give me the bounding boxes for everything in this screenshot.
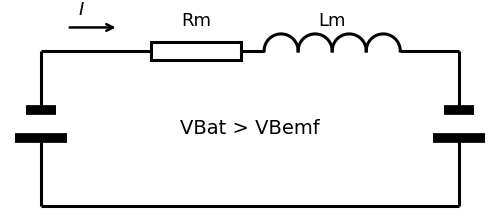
Text: Rm: Rm: [181, 12, 211, 30]
Text: Lm: Lm: [318, 12, 346, 30]
FancyBboxPatch shape: [152, 42, 240, 60]
Text: VBat > VBemf: VBat > VBemf: [180, 119, 320, 138]
Text: I: I: [78, 1, 84, 19]
